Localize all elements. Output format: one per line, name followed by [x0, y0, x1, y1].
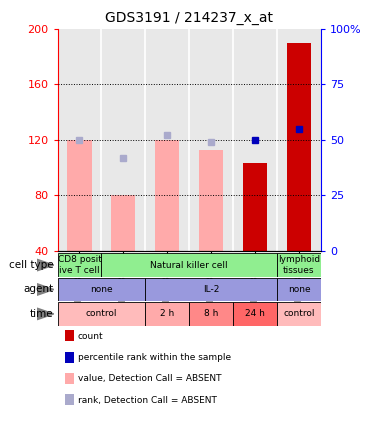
Text: CD8 posit
ive T cell: CD8 posit ive T cell [58, 255, 101, 275]
Polygon shape [37, 259, 54, 271]
Polygon shape [37, 308, 54, 320]
Text: agent: agent [24, 285, 54, 294]
Text: cell type: cell type [9, 260, 54, 270]
Polygon shape [37, 284, 54, 295]
Bar [101, 253, 277, 277]
Text: none: none [90, 285, 113, 294]
Bar [58, 278, 145, 301]
Bar [233, 302, 277, 326]
Text: 2 h: 2 h [160, 309, 174, 318]
Text: lymphoid
tissues: lymphoid tissues [278, 255, 320, 275]
Bar [277, 253, 321, 277]
Bar [145, 302, 189, 326]
Text: control: control [86, 309, 117, 318]
Text: value, Detection Call = ABSENT: value, Detection Call = ABSENT [78, 374, 221, 383]
Bar [155, 140, 179, 251]
Title: GDS3191 / 214237_x_at: GDS3191 / 214237_x_at [105, 11, 273, 25]
Text: rank, Detection Call = ABSENT: rank, Detection Call = ABSENT [78, 396, 217, 404]
Bar [58, 253, 101, 277]
Text: 8 h: 8 h [204, 309, 219, 318]
Bar [287, 43, 311, 251]
Bar [111, 195, 135, 251]
Bar [277, 302, 321, 326]
Bar [189, 302, 233, 326]
Bar [58, 302, 145, 326]
Text: percentile rank within the sample: percentile rank within the sample [78, 353, 231, 362]
Bar [68, 140, 92, 251]
Text: IL-2: IL-2 [203, 285, 219, 294]
Bar [277, 278, 321, 301]
Bar [199, 150, 223, 251]
Text: 24 h: 24 h [245, 309, 265, 318]
Bar [145, 278, 277, 301]
Text: count: count [78, 332, 104, 341]
Bar [243, 163, 267, 251]
Text: none: none [288, 285, 310, 294]
Text: control: control [283, 309, 315, 318]
Text: Natural killer cell: Natural killer cell [150, 261, 228, 270]
Text: time: time [30, 309, 54, 319]
